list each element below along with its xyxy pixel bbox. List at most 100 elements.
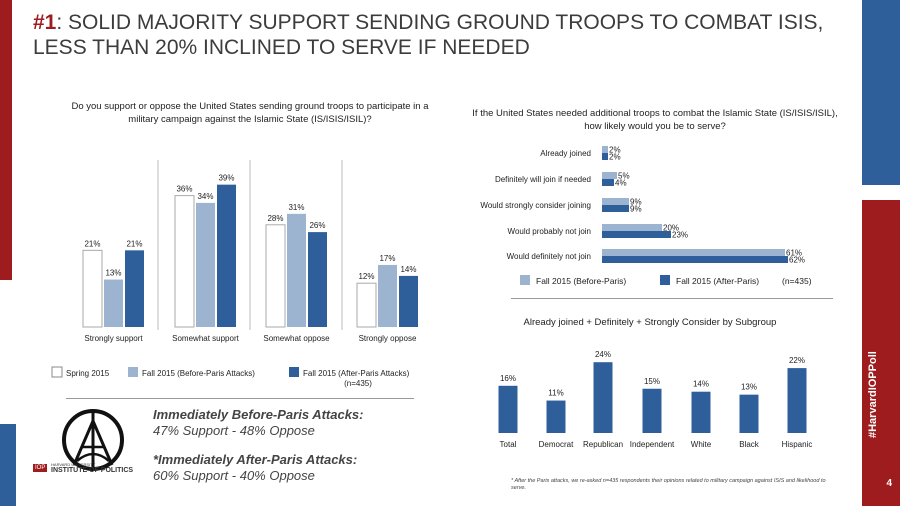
bar bbox=[691, 391, 711, 433]
data-label: 62% bbox=[789, 256, 805, 265]
bar bbox=[546, 400, 566, 433]
bar bbox=[602, 224, 662, 231]
bar bbox=[82, 249, 103, 328]
bar bbox=[602, 153, 608, 160]
category-label: Hispanic bbox=[782, 440, 813, 449]
category-label: Somewhat support bbox=[172, 334, 239, 343]
left-accent-stripe-red bbox=[0, 0, 12, 280]
bar bbox=[602, 179, 614, 186]
category-label: Already joined bbox=[540, 149, 591, 158]
category-label: Independent bbox=[630, 440, 675, 449]
data-label: 23% bbox=[672, 231, 688, 240]
data-label: 21% bbox=[126, 239, 142, 248]
data-label: 14% bbox=[693, 380, 709, 389]
iop-logo-mark: IOP bbox=[33, 464, 48, 472]
iop-logo: IOP HARVARD UNIVERSITY INSTITUTE OF POLI… bbox=[33, 462, 133, 474]
iop-logo-university: HARVARD UNIVERSITY bbox=[51, 462, 96, 467]
category-label: Definitely will join if needed bbox=[495, 175, 591, 184]
bar bbox=[787, 368, 807, 433]
page-number: 4 bbox=[886, 478, 892, 489]
data-label: 2% bbox=[609, 153, 621, 162]
data-label: 21% bbox=[84, 239, 100, 248]
bar bbox=[217, 184, 236, 327]
bar bbox=[356, 282, 377, 328]
bar bbox=[642, 388, 662, 433]
legend-note: (n=435) bbox=[782, 276, 812, 286]
bar bbox=[308, 232, 327, 327]
category-label: White bbox=[691, 440, 712, 449]
divider-left bbox=[66, 398, 414, 399]
bar bbox=[174, 195, 195, 328]
bar bbox=[739, 394, 759, 433]
category-label: Black bbox=[739, 440, 760, 449]
bar bbox=[602, 249, 785, 256]
category-label: Would strongly consider joining bbox=[480, 201, 591, 210]
category-label: Somewhat oppose bbox=[263, 334, 330, 343]
data-label: 9% bbox=[630, 198, 642, 207]
category-label: Would definitely not join bbox=[507, 252, 591, 261]
category-label: Republican bbox=[583, 440, 623, 449]
chart-2-title: If the United States needed additional t… bbox=[472, 108, 838, 132]
bar bbox=[602, 231, 671, 238]
right-accent-stripe-red bbox=[862, 200, 900, 506]
data-label: 4% bbox=[615, 179, 627, 188]
subgroup-chart: 16% Total 11% Democrat 24% Republican 15% Indep… bbox=[498, 350, 813, 449]
data-label: 28% bbox=[267, 214, 283, 223]
page-title: #1: SOLID MAJORITY SUPPORT SENDING GROUN… bbox=[33, 10, 853, 60]
iop-logo-name: INSTITUTE OF POLITICS bbox=[51, 467, 134, 474]
data-label: 34% bbox=[197, 192, 213, 201]
legend-swatch bbox=[289, 367, 299, 377]
peace-for-paris-symbol bbox=[60, 407, 126, 473]
annotation-after-text: 60% Support - 40% Oppose bbox=[153, 468, 315, 483]
annotation-before-heading: Immediately Before-Paris Attacks: bbox=[153, 407, 364, 422]
data-label: 9% bbox=[630, 205, 642, 214]
data-label: 24% bbox=[595, 350, 611, 359]
annotation-block: Immediately Before-Paris Attacks: 47% Su… bbox=[153, 407, 403, 497]
bar bbox=[602, 198, 629, 205]
likelihood-to-serve-chart: Already joined 2%2% Definitely will join i… bbox=[480, 146, 811, 287]
data-label: 13% bbox=[105, 269, 121, 278]
legend-note: (n=435) bbox=[344, 379, 372, 388]
bar bbox=[602, 205, 629, 212]
footnote: * After the Paris attacks, we re-asked n… bbox=[511, 478, 826, 491]
chart-3-title: Already joined + Definitely + Strongly C… bbox=[523, 317, 777, 328]
category-label: Would probably not join bbox=[508, 227, 591, 236]
data-label: 11% bbox=[548, 389, 563, 398]
data-label: 20% bbox=[663, 224, 679, 233]
legend-swatch bbox=[660, 275, 670, 285]
data-label: 61% bbox=[786, 249, 802, 258]
category-label: Strongly oppose bbox=[359, 334, 417, 343]
bar bbox=[602, 146, 608, 153]
legend-label: Fall 2015 (Before-Paris) bbox=[536, 276, 626, 286]
data-label: 5% bbox=[618, 172, 630, 181]
category-label: Total bbox=[500, 440, 517, 449]
left-accent-stripe-blue bbox=[0, 424, 16, 506]
right-accent-stripe-blue bbox=[862, 0, 900, 185]
bar bbox=[125, 250, 144, 327]
data-label: 17% bbox=[379, 254, 395, 263]
bar bbox=[602, 172, 617, 179]
chart-1-title: Do you support or oppose the United Stat… bbox=[71, 101, 429, 125]
legend-label: Fall 2015 (After-Paris) bbox=[676, 276, 759, 286]
title-highlight: #1 bbox=[33, 11, 57, 34]
bar bbox=[602, 256, 788, 263]
legend-swatch bbox=[51, 366, 63, 378]
annotation-before-text: 47% Support - 48% Oppose bbox=[153, 423, 315, 438]
data-label: 22% bbox=[789, 356, 805, 365]
legend-label: Fall 2015 (After-Paris Attacks) bbox=[303, 369, 410, 378]
data-label: 39% bbox=[218, 174, 234, 183]
bar bbox=[196, 202, 215, 327]
bar bbox=[593, 362, 613, 433]
data-label: 12% bbox=[358, 272, 374, 281]
category-label: Strongly support bbox=[84, 334, 143, 343]
category-label: Democrat bbox=[539, 440, 574, 449]
data-label: 15% bbox=[644, 377, 660, 386]
legend-swatch bbox=[128, 367, 138, 377]
data-label: 36% bbox=[176, 185, 192, 194]
legend-label: Spring 2015 bbox=[66, 369, 110, 378]
bar bbox=[378, 264, 397, 327]
support-oppose-chart: 21% 13% 21% Strongly support 36% 34% 39% Somewh… bbox=[51, 160, 418, 388]
annotation-after-heading: *Immediately After-Paris Attacks: bbox=[153, 452, 358, 467]
bar bbox=[287, 213, 306, 327]
